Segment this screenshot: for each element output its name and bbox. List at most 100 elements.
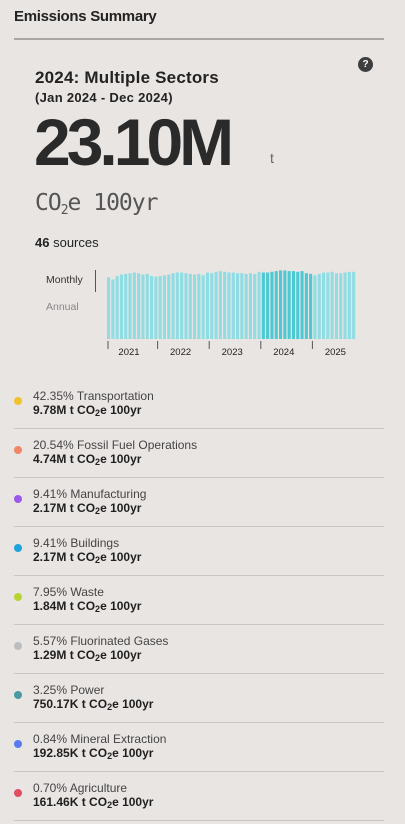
- chart-bar[interactable]: [184, 273, 188, 339]
- list-item[interactable]: 3.25% Power 750.17K t CO2e 100yr: [14, 674, 384, 723]
- chart-bar[interactable]: [352, 271, 356, 339]
- sector-value-line: 4.74M t CO2e 100yr: [33, 452, 141, 467]
- chart-bar[interactable]: [218, 271, 222, 339]
- chart-bar[interactable]: [291, 271, 295, 339]
- list-item[interactable]: 5.57% Fluorinated Gases 1.29M t CO2e 100y…: [14, 625, 384, 674]
- monthly-emissions-chart[interactable]: 2021 2022 2023 2024 2025: [95, 266, 360, 376]
- sector-value-line: 1.84M t CO2e 100yr: [33, 599, 141, 614]
- chart-bar[interactable]: [236, 273, 240, 339]
- chart-bar[interactable]: [322, 272, 326, 340]
- chart-bar[interactable]: [188, 273, 192, 339]
- list-item[interactable]: 20.54% Fossil Fuel Operations 4.74M t CO2…: [14, 429, 384, 478]
- chart-bar[interactable]: [197, 273, 201, 339]
- unit-sub: 2: [107, 751, 113, 761]
- chart-bar[interactable]: [248, 273, 252, 339]
- unit-post: e 100yr: [100, 599, 142, 613]
- sector-list: 42.35% Transportation 9.78M t CO2e 100yr …: [14, 380, 384, 821]
- chart-bar[interactable]: [300, 271, 304, 339]
- chart-bar[interactable]: [223, 271, 227, 339]
- sector-percent: 0.70%: [33, 781, 68, 795]
- sector-color-dot: [14, 642, 22, 650]
- x-tick-label: 2022: [170, 347, 191, 358]
- toggle-annual[interactable]: Annual: [46, 301, 79, 313]
- sector-label: 20.54% Fossil Fuel Operations: [33, 438, 197, 452]
- chart-bar[interactable]: [270, 271, 274, 339]
- chart-bar[interactable]: [334, 273, 338, 339]
- x-tick-label: 2023: [222, 347, 243, 358]
- sector-label: 9.41% Manufacturing: [33, 487, 146, 501]
- list-item[interactable]: 0.84% Mineral Extraction 192.85K t CO2e 1…: [14, 723, 384, 772]
- chart-bar[interactable]: [283, 270, 287, 339]
- chart-bar[interactable]: [296, 271, 300, 339]
- list-item[interactable]: 9.41% Manufacturing 2.17M t CO2e 100yr: [14, 478, 384, 527]
- sector-value: 9.78M: [33, 403, 67, 417]
- chart-bar[interactable]: [128, 273, 132, 339]
- co2e-unit-label: CO2e 100yr: [35, 190, 158, 218]
- chart-bar[interactable]: [214, 271, 218, 339]
- unit-sub: 2: [95, 408, 101, 418]
- chart-bar[interactable]: [231, 272, 235, 340]
- chart-bar[interactable]: [137, 273, 141, 339]
- chart-bar[interactable]: [115, 276, 119, 339]
- chart-bar[interactable]: [124, 273, 128, 339]
- chart-bar[interactable]: [240, 273, 244, 339]
- chart-bar[interactable]: [154, 276, 158, 339]
- chart-bar[interactable]: [343, 272, 347, 340]
- chart-bar[interactable]: [274, 271, 278, 339]
- chart-bar[interactable]: [193, 274, 197, 339]
- chart-bar[interactable]: [158, 276, 162, 339]
- unit-sub: 2: [95, 555, 101, 565]
- chart-bar[interactable]: [287, 271, 291, 339]
- chart-bar[interactable]: [330, 271, 334, 339]
- chart-bar[interactable]: [205, 272, 209, 340]
- sector-value-line: 2.17M t CO2e 100yr: [33, 501, 141, 516]
- list-item[interactable]: 42.35% Transportation 9.78M t CO2e 100yr: [14, 380, 384, 429]
- sector-name: Mineral Extraction: [70, 732, 167, 746]
- chart-bar[interactable]: [119, 274, 123, 339]
- chart-bar[interactable]: [279, 270, 283, 339]
- chart-bar[interactable]: [253, 273, 257, 339]
- question-mark-icon[interactable]: ?: [358, 57, 373, 72]
- chart-bar[interactable]: [132, 272, 136, 340]
- chart-bar[interactable]: [141, 274, 145, 339]
- chart-bar[interactable]: [244, 273, 248, 339]
- chart-bar[interactable]: [257, 271, 261, 339]
- sector-name: Waste: [70, 585, 104, 599]
- unit-pre: t CO: [81, 795, 108, 809]
- chart-bar[interactable]: [210, 273, 214, 339]
- chart-bar[interactable]: [304, 273, 308, 339]
- unit-pre: t CO: [69, 452, 96, 466]
- chart-bar[interactable]: [145, 273, 149, 339]
- chart-bar[interactable]: [175, 272, 179, 340]
- chart-bar[interactable]: [171, 273, 175, 339]
- chart-bar[interactable]: [107, 277, 111, 339]
- sector-name: Transportation: [76, 389, 154, 403]
- chart-bar[interactable]: [150, 276, 154, 339]
- chart-bar[interactable]: [201, 275, 205, 339]
- chart-bar[interactable]: [180, 272, 184, 340]
- title-divider: [14, 38, 384, 40]
- chart-bar[interactable]: [227, 272, 231, 340]
- chart-bar[interactable]: [309, 273, 313, 339]
- chart-bar[interactable]: [317, 273, 321, 339]
- sources-count-number: 46: [35, 235, 50, 250]
- chart-bar[interactable]: [347, 271, 351, 339]
- chart-bar[interactable]: [339, 273, 343, 339]
- total-emissions-value: 23.10M: [34, 105, 234, 179]
- chart-bar[interactable]: [162, 275, 166, 339]
- toggle-monthly[interactable]: Monthly: [46, 274, 83, 286]
- unit-pre: t CO: [69, 599, 96, 613]
- sector-color-dot: [14, 740, 22, 748]
- sector-percent: 0.84%: [33, 732, 68, 746]
- sector-value: 750.17K: [33, 697, 79, 711]
- list-item[interactable]: 9.41% Buildings 2.17M t CO2e 100yr: [14, 527, 384, 576]
- list-item[interactable]: 7.95% Waste 1.84M t CO2e 100yr: [14, 576, 384, 625]
- chart-bar[interactable]: [167, 274, 171, 339]
- list-item[interactable]: 0.70% Agriculture 161.46K t CO2e 100yr: [14, 772, 384, 821]
- chart-bar[interactable]: [261, 272, 265, 340]
- chart-bar[interactable]: [111, 279, 115, 340]
- chart-bar[interactable]: [326, 272, 330, 340]
- chart-bar[interactable]: [313, 275, 317, 339]
- chart-bar[interactable]: [266, 272, 270, 340]
- sector-name: Buildings: [70, 536, 120, 550]
